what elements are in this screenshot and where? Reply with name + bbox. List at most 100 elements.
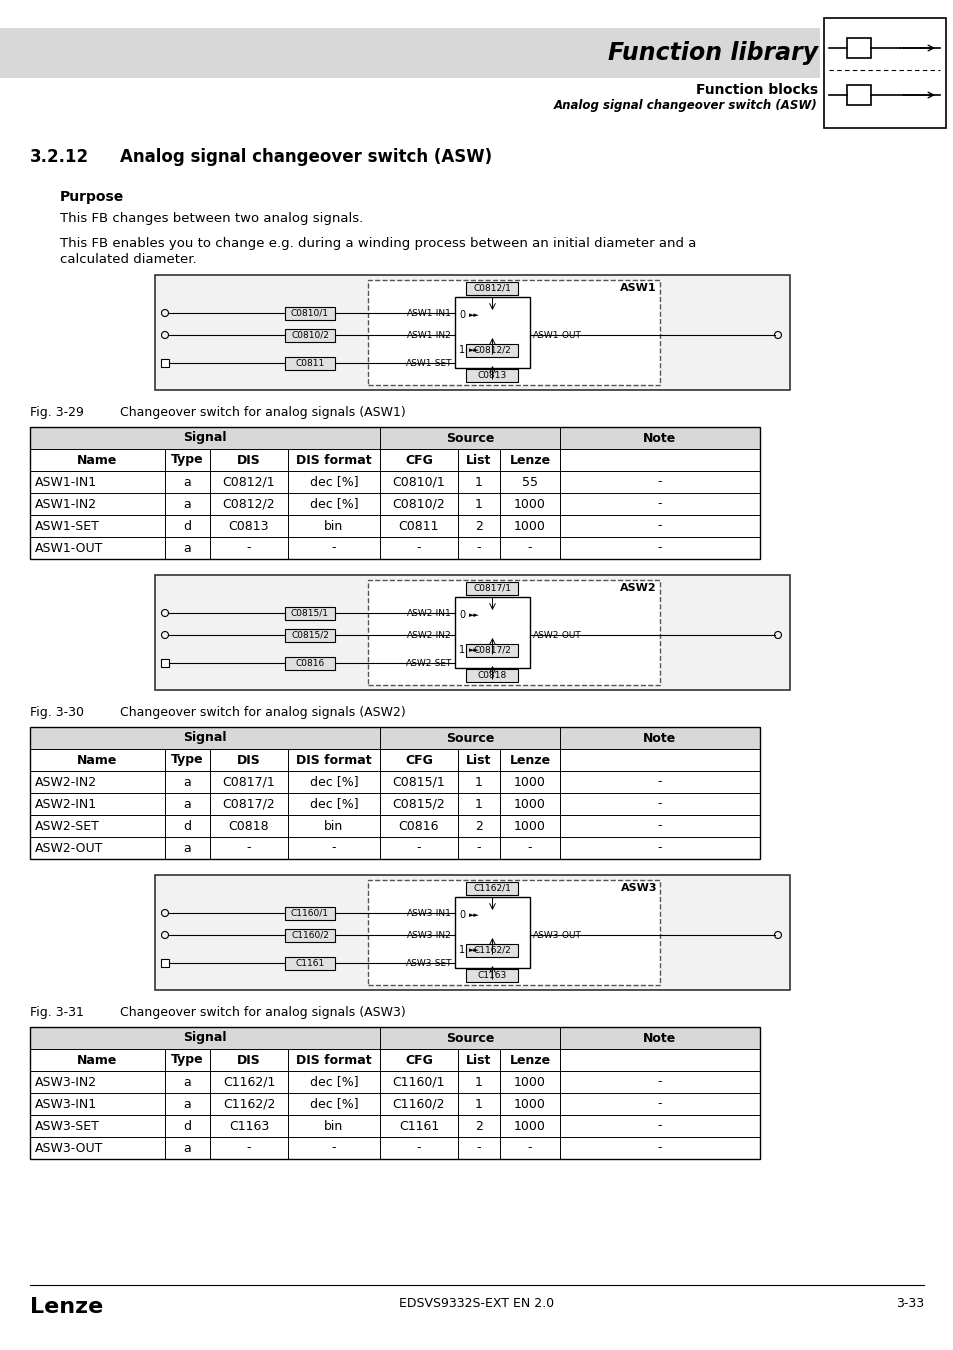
Text: ASW2-OUT: ASW2-OUT xyxy=(35,841,103,855)
Text: Source: Source xyxy=(445,732,494,744)
Text: Lenze: Lenze xyxy=(509,753,550,767)
Text: C0818: C0818 xyxy=(229,819,269,833)
Text: -: - xyxy=(476,841,480,855)
Text: ASW3-IN1: ASW3-IN1 xyxy=(407,909,452,918)
Text: DIS format: DIS format xyxy=(295,1053,372,1066)
Text: 1000: 1000 xyxy=(514,1076,545,1088)
Text: Source: Source xyxy=(445,1031,494,1045)
Text: C1163: C1163 xyxy=(477,971,507,980)
Text: bin: bin xyxy=(324,819,343,833)
Text: a: a xyxy=(183,775,192,788)
Text: C0810/2: C0810/2 xyxy=(393,498,445,510)
Text: -: - xyxy=(657,775,661,788)
Text: ASW2-IN2: ASW2-IN2 xyxy=(407,630,452,640)
Text: Lenze: Lenze xyxy=(30,1297,103,1318)
Text: 0: 0 xyxy=(458,910,465,919)
Text: 1: 1 xyxy=(475,775,482,788)
Text: 1000: 1000 xyxy=(514,1098,545,1111)
Text: ASW1-SET: ASW1-SET xyxy=(405,359,452,367)
Text: C1160/2: C1160/2 xyxy=(393,1098,445,1111)
Bar xyxy=(285,656,335,670)
Text: -: - xyxy=(657,541,661,555)
Text: This FB enables you to change e.g. during a winding process between an initial d: This FB enables you to change e.g. durin… xyxy=(60,238,696,250)
Text: 1: 1 xyxy=(475,1076,482,1088)
Text: ASW2-IN2: ASW2-IN2 xyxy=(35,775,97,788)
Text: List: List xyxy=(466,454,491,467)
Text: Changeover switch for analog signals (ASW1): Changeover switch for analog signals (AS… xyxy=(120,406,405,418)
Bar xyxy=(466,944,518,957)
Bar xyxy=(30,815,760,837)
Text: C1162/1: C1162/1 xyxy=(473,883,511,892)
Text: 0: 0 xyxy=(458,309,465,320)
Text: EDSVS9332S-EXT EN 2.0: EDSVS9332S-EXT EN 2.0 xyxy=(399,1297,554,1310)
Text: DIS format: DIS format xyxy=(295,753,372,767)
Bar xyxy=(466,668,518,682)
Text: -: - xyxy=(657,841,661,855)
Text: Type: Type xyxy=(171,1053,204,1066)
Bar xyxy=(30,1094,760,1115)
Text: C0816: C0816 xyxy=(295,659,324,667)
Bar xyxy=(30,728,760,749)
Bar xyxy=(285,606,335,620)
Bar xyxy=(466,282,518,294)
Text: C0817/1: C0817/1 xyxy=(222,775,275,788)
Text: -: - xyxy=(247,1142,251,1154)
Bar xyxy=(30,450,760,471)
Text: ASW1: ASW1 xyxy=(619,284,657,293)
Text: a: a xyxy=(183,498,192,510)
Text: ASW3-OUT: ASW3-OUT xyxy=(35,1142,103,1154)
Text: -: - xyxy=(527,541,532,555)
Text: ►►: ►► xyxy=(469,612,479,618)
Text: C1162/1: C1162/1 xyxy=(223,1076,274,1088)
Bar xyxy=(466,968,518,981)
Text: DIS: DIS xyxy=(237,454,260,467)
Text: DIS: DIS xyxy=(237,753,260,767)
Text: ASW1-IN1: ASW1-IN1 xyxy=(407,309,452,317)
Bar xyxy=(30,493,760,514)
Text: Source: Source xyxy=(445,432,494,444)
Text: ►►: ►► xyxy=(469,948,479,953)
Text: ASW3-IN1: ASW3-IN1 xyxy=(35,1098,97,1111)
Text: C1163: C1163 xyxy=(229,1119,269,1133)
Text: dec [%]: dec [%] xyxy=(310,498,358,510)
Text: -: - xyxy=(657,475,661,489)
Text: 3.2.12: 3.2.12 xyxy=(30,148,89,166)
Text: C1161: C1161 xyxy=(295,958,324,968)
Text: Name: Name xyxy=(77,1053,117,1066)
Text: -: - xyxy=(657,520,661,532)
Text: a: a xyxy=(183,841,192,855)
Text: a: a xyxy=(183,798,192,810)
Text: ►►: ►► xyxy=(469,647,479,653)
Text: Type: Type xyxy=(171,753,204,767)
Text: 1000: 1000 xyxy=(514,819,545,833)
Text: List: List xyxy=(466,1053,491,1066)
Text: 0: 0 xyxy=(458,610,465,620)
Text: Analog signal changeover switch (ASW): Analog signal changeover switch (ASW) xyxy=(120,148,492,166)
Text: d: d xyxy=(183,819,192,833)
Bar xyxy=(30,514,760,537)
Text: -: - xyxy=(332,541,335,555)
Text: Function library: Function library xyxy=(607,40,817,65)
Text: -: - xyxy=(476,541,480,555)
Text: C0817/2: C0817/2 xyxy=(222,798,275,810)
Bar xyxy=(154,275,789,390)
Text: C0818: C0818 xyxy=(477,671,507,679)
Text: -: - xyxy=(332,1142,335,1154)
Text: Name: Name xyxy=(77,454,117,467)
Text: 2: 2 xyxy=(475,520,482,532)
Text: ►►: ►► xyxy=(469,911,479,918)
Bar xyxy=(368,279,659,385)
Bar xyxy=(823,18,945,128)
Text: -: - xyxy=(416,1142,421,1154)
Text: ASW1-OUT: ASW1-OUT xyxy=(35,541,103,555)
Text: Note: Note xyxy=(642,732,676,744)
Text: -: - xyxy=(416,541,421,555)
Text: 1000: 1000 xyxy=(514,775,545,788)
Text: C0813: C0813 xyxy=(229,520,269,532)
Text: C0817/2: C0817/2 xyxy=(473,645,511,655)
Text: 1: 1 xyxy=(458,346,465,355)
Bar xyxy=(285,306,335,320)
Text: a: a xyxy=(183,475,192,489)
Bar xyxy=(161,958,169,967)
Text: a: a xyxy=(183,1076,192,1088)
